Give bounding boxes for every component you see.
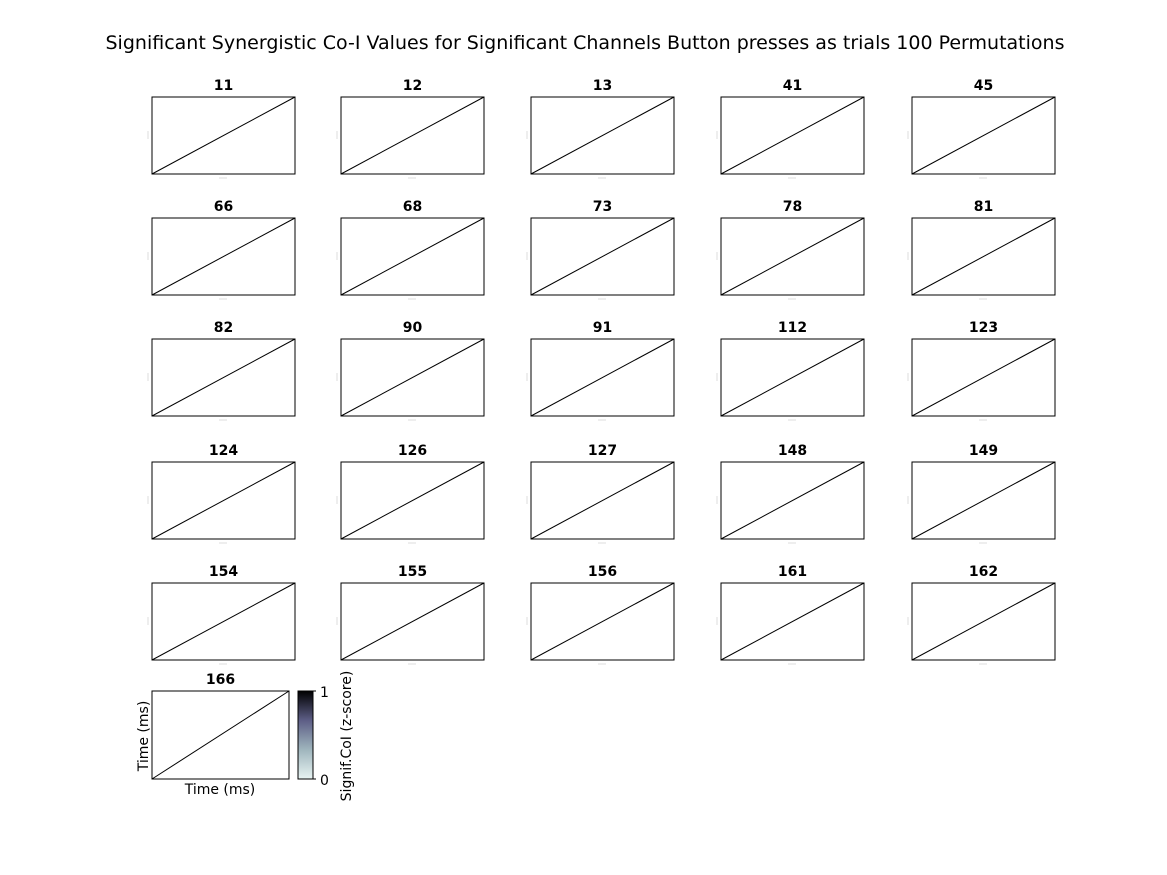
panel-diagonal-line [720,217,865,296]
panel-title: 126 [398,443,427,459]
panel-title: 82 [214,320,233,336]
panel-title: 156 [588,564,617,580]
panel-diagonal-line [530,96,675,175]
panel-diagonal-line [340,217,485,296]
panel-title: 149 [969,443,998,459]
panel-diagonal-line [340,461,485,540]
panel-diagonal-line [151,690,290,780]
panel-title: 166 [206,672,235,688]
panel-diagonal-line [911,338,1056,417]
panel-title: 66 [214,199,233,215]
panel: 12 [336,78,485,179]
panel-diagonal-line [720,96,865,175]
panel: 166 [151,672,290,780]
panel-title: 81 [974,199,993,215]
colorbar: 1 0 Signif.CoI (z-score) [297,671,355,802]
panel: 81 [907,199,1056,300]
x-axis-label: Time (ms) [184,782,256,798]
panel-title: 68 [403,199,422,215]
colorbar-gradient [297,690,314,780]
panel-diagonal-line [340,96,485,175]
panel-diagonal-line [151,217,296,296]
panel-diagonal-line [720,338,865,417]
panel-title: 148 [778,443,807,459]
panel-diagonal-line [151,96,296,175]
panel: 41 [716,78,865,179]
panel-diagonal-line [911,582,1056,661]
panel: 162 [907,564,1056,665]
panel-diagonal-line [151,582,296,661]
panel: 11 [147,78,296,179]
panel: 126 [336,443,485,544]
panel: 66 [147,199,296,300]
panel: 149 [907,443,1056,544]
panel-diagonal-line [530,582,675,661]
panel: 154 [147,564,296,665]
panel-title: 78 [783,199,802,215]
chart-title: Significant Synergistic Co-I Values for … [106,32,1065,54]
panel: 156 [526,564,675,665]
panel: 68 [336,199,485,300]
panel: 45 [907,78,1056,179]
panel-title: 161 [778,564,807,580]
panel-diagonal-line [151,338,296,417]
panel: 161 [716,564,865,665]
panel-title: 154 [209,564,238,580]
colorbar-tick-label-max: 1 [320,685,329,701]
panel-title: 41 [783,78,802,94]
panel-diagonal-line [530,338,675,417]
panel: 73 [526,199,675,300]
panel-diagonal-line [530,461,675,540]
panel-diagonal-line [911,217,1056,296]
panel: 155 [336,564,485,665]
panel-title: 127 [588,443,617,459]
panel-title: 162 [969,564,998,580]
panel-title: 45 [974,78,993,94]
panel: 127 [526,443,675,544]
panel-diagonal-line [720,582,865,661]
panel-title: 90 [403,320,423,336]
panel-grid: 11 12 13 41 45 66 68 73 78 81 82 90 91 112 123 124 126 12… [147,78,1056,780]
panel-diagonal-line [911,461,1056,540]
panel-title: 11 [214,78,233,94]
colorbar-tick-label-min: 0 [320,773,329,789]
panel-title: 12 [403,78,422,94]
panel: 90 [336,320,485,421]
panel: 78 [716,199,865,300]
panel-diagonal-line [911,96,1056,175]
panel-diagonal-line [151,461,296,540]
panel-diagonal-line [530,217,675,296]
panel-title: 124 [209,443,238,459]
panel-title: 155 [398,564,427,580]
panel-title: 123 [969,320,998,336]
colorbar-label: Signif.CoI (z-score) [339,671,355,802]
panel-diagonal-line [720,461,865,540]
panel: 124 [147,443,296,544]
panel-diagonal-line [340,338,485,417]
panel: 123 [907,320,1056,421]
panel-diagonal-line [340,582,485,661]
panel: 82 [147,320,296,421]
y-axis-label: Time (ms) [136,701,152,773]
panel-title: 73 [593,199,612,215]
panel-title: 13 [593,78,612,94]
panel-title: 91 [593,320,612,336]
panel: 148 [716,443,865,544]
last-panel-axis-labels: Time (ms) Time (ms) [136,701,255,798]
panel-title: 112 [778,320,807,336]
panel: 91 [526,320,675,421]
panel: 13 [526,78,675,179]
panel: 112 [716,320,865,421]
